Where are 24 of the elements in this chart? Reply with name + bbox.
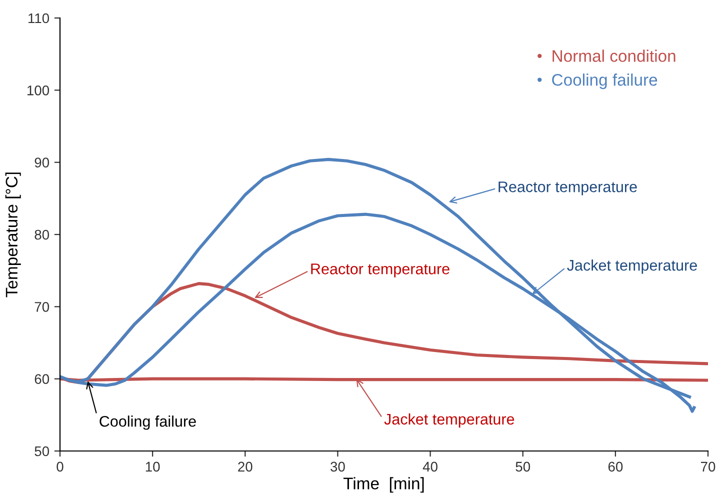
annotation: Cooling failure [100, 416, 196, 430]
annotation: Reactor temperature [311, 264, 450, 278]
y-tick-label: 80 [34, 230, 50, 240]
y-tick-label: 110 [28, 13, 50, 24]
y-tick-label: 50 [34, 446, 50, 456]
legend-label: Cooling failure [552, 74, 658, 90]
x-axis-title: Time [min] [343, 477, 424, 493]
y-tick-label: 90 [34, 158, 50, 168]
x-tick-label: 10 [146, 462, 160, 472]
y-tick-label: 60 [34, 374, 50, 384]
x-tick-label: 0 [56, 462, 64, 472]
annotation: Jacket temperature [567, 260, 697, 274]
x-tick-label: 30 [330, 462, 345, 472]
annotation: Jacket temperature [384, 413, 514, 428]
y-tick-label: 70 [34, 302, 50, 312]
legend-label: Normal condition [552, 50, 676, 62]
x-tick-label: 70 [700, 462, 716, 472]
y-axis-title: Temperature [°C] [5, 172, 21, 298]
x-tick-label: 40 [422, 462, 438, 472]
x-tick-label: 50 [516, 462, 530, 472]
x-tick-label: 20 [238, 462, 252, 472]
annotation: Reactor temperature [498, 182, 637, 196]
x-tick-label: 60 [608, 462, 623, 472]
y-tick-label: 100 [27, 86, 50, 96]
